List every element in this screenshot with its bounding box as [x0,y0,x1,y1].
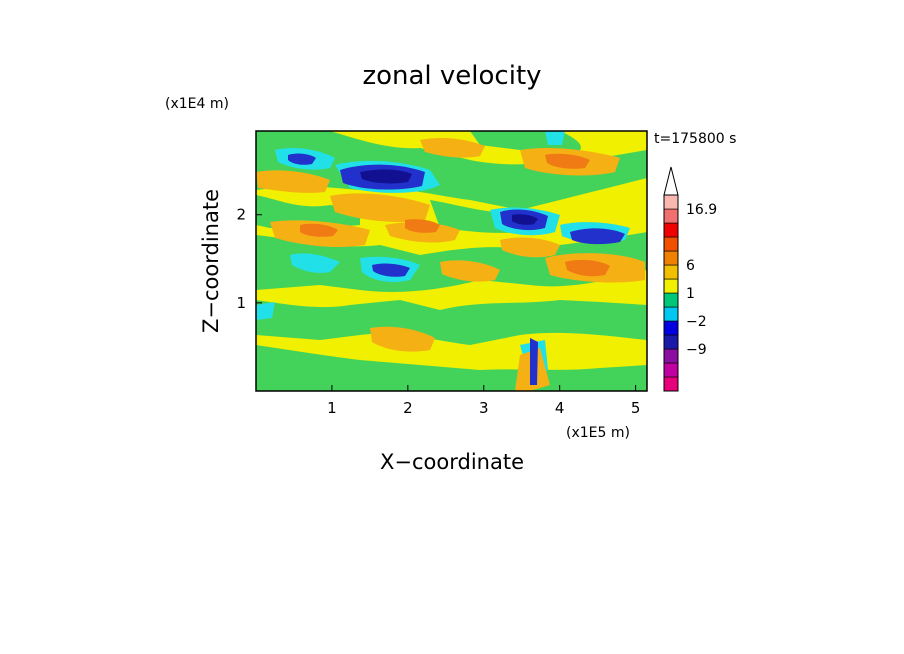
field-navy [360,169,538,225]
colorbar: 16.9 6 1 −2 −9 [663,166,717,392]
x-tick-label: 1 [327,399,337,417]
colorbar-swatch [663,208,679,224]
colorbar-swatch [663,362,679,378]
y-tick-label: 1 [236,294,246,312]
colorbar-swatch [663,348,679,364]
colorbar-swatch [663,236,679,252]
chart-title: zonal velocity [362,61,541,91]
colorbar-swatch [663,292,679,308]
field-dark-orange [300,153,610,277]
plot-area [256,131,647,391]
y-axis: 12 [236,206,262,312]
y-axis-title: Z−coordinate [199,189,223,333]
colorbar-label: −2 [686,314,707,330]
colorbar-swatch [663,194,679,210]
y-tick-label: 2 [236,206,246,224]
colorbar-swatch [663,250,679,266]
x-axis: 1 2 3 4 5 [327,385,640,417]
x-unit-label: (x1E5 m) [566,425,630,441]
colorbar-swatch [663,334,679,350]
colorbar-swatch [663,320,679,336]
y-unit-label: (x1E4 m) [165,96,229,112]
time-label: t=175800 s [654,131,736,147]
x-tick-label: 4 [555,399,565,417]
x-tick-label: 2 [403,399,413,417]
colorbar-swatch [663,376,679,392]
colorbar-swatch [663,222,679,238]
colorbar-swatch [663,264,679,280]
x-tick-label: 5 [631,399,641,417]
colorbar-extend-arrow [663,166,679,196]
colorbar-swatch [663,306,679,322]
colorbar-label: 6 [686,258,695,274]
colorbar-label: 1 [686,286,695,302]
colorbar-label: −9 [686,342,707,358]
x-tick-label: 3 [479,399,489,417]
colorbar-frame [663,194,679,392]
x-axis-title: X−coordinate [380,450,524,474]
colorbar-swatch [663,278,679,294]
plot-frame [255,130,648,392]
colorbar-label: 16.9 [686,202,717,218]
